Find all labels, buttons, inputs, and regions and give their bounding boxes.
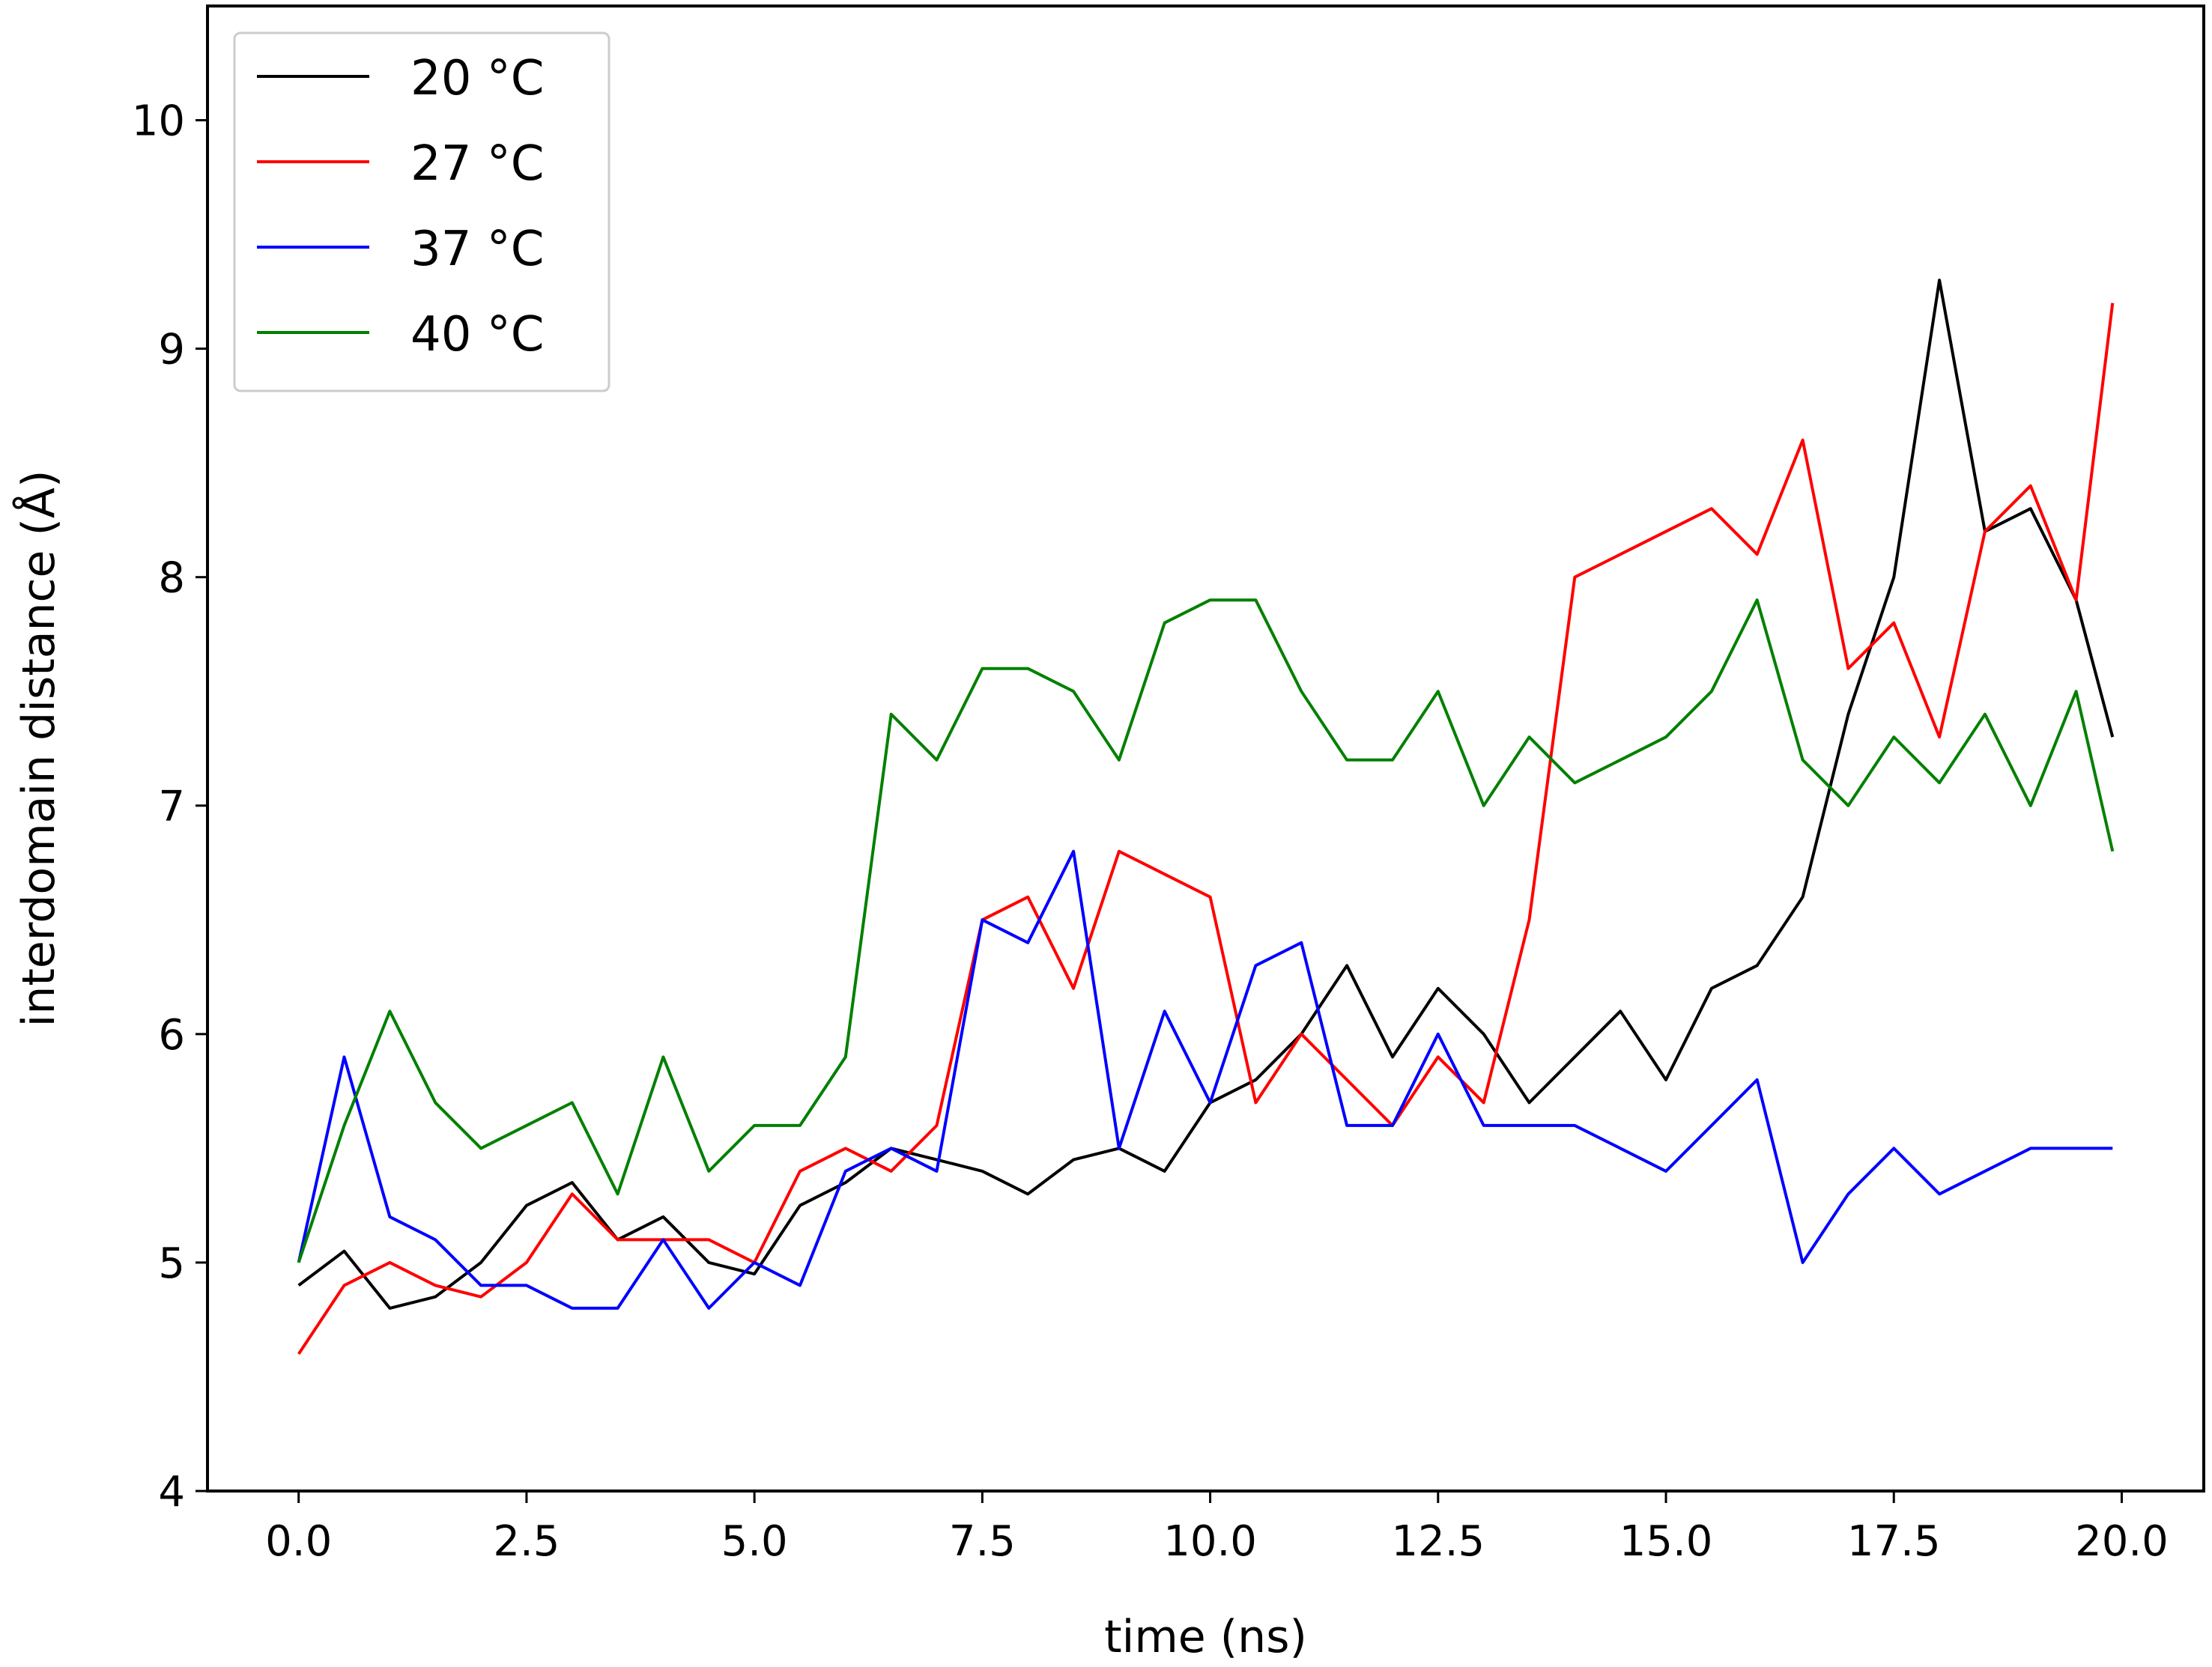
x-tick-label: 7.5 — [949, 1517, 1016, 1566]
x-tick-label: 15.0 — [1619, 1517, 1713, 1566]
y-tick-label: 8 — [158, 554, 185, 603]
legend-label-1: 27 °C — [410, 136, 544, 192]
legend-label-2: 37 °C — [410, 222, 544, 277]
y-tick-label: 9 — [158, 326, 185, 374]
series-line-3 — [297, 598, 2115, 1263]
plot-frame — [206, 4, 2205, 1493]
legend-label-3: 40 °C — [410, 307, 544, 362]
x-tick-label: 12.5 — [1391, 1517, 1485, 1566]
y-tick-label: 6 — [158, 1011, 185, 1060]
x-tick-label: 0.0 — [265, 1517, 332, 1566]
x-tick-label: 17.5 — [1847, 1517, 1941, 1566]
y-tick-label: 4 — [158, 1468, 185, 1516]
x-tick-label: 5.0 — [721, 1517, 788, 1566]
legend: 20 °C 27 °C 37 °C 40 °C — [233, 31, 610, 392]
x-axis: 0.0 2.5 5.0 7.5 10.0 12.5 15.0 17.5 20.0 — [265, 1491, 2169, 1566]
x-tick-label: 10.0 — [1163, 1517, 1257, 1566]
series-line-2 — [297, 849, 2113, 1310]
x-tick-label: 2.5 — [493, 1517, 560, 1566]
y-axis-label: interdomain distance (Å) — [12, 470, 65, 1027]
y-axis: 4 5 6 7 8 9 10 — [132, 97, 207, 1516]
y-tick-label: 7 — [158, 783, 185, 831]
y-tick-label: 5 — [158, 1239, 185, 1288]
plot-lines — [297, 279, 2115, 1355]
x-tick-label: 20.0 — [2075, 1517, 2169, 1566]
legend-label-0: 20 °C — [410, 51, 544, 106]
legend-box — [233, 31, 610, 392]
y-tick-label: 10 — [132, 97, 185, 146]
x-axis-label: time (ns) — [1104, 1611, 1307, 1663]
series-line-1 — [297, 303, 2115, 1355]
